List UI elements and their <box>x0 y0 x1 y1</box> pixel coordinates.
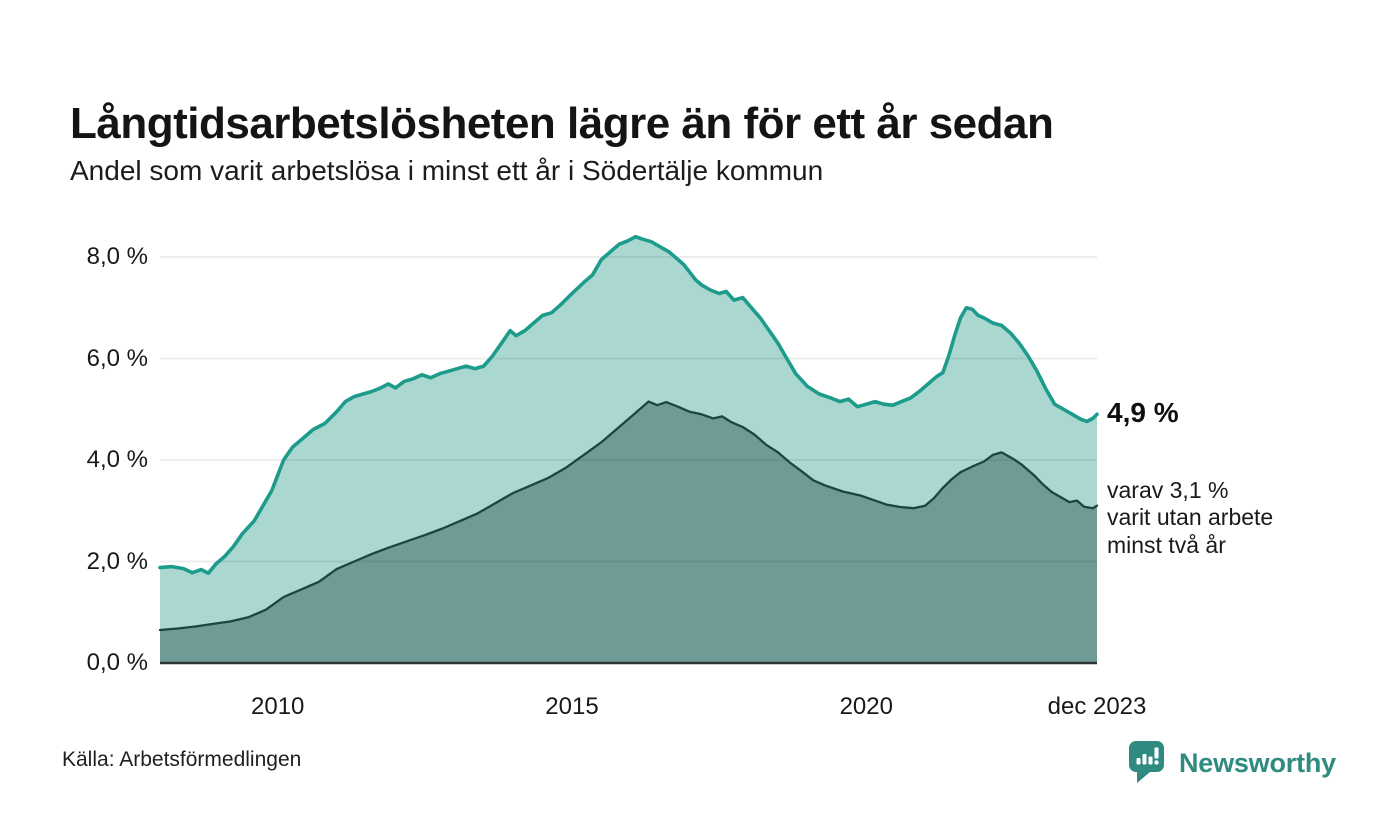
newsworthy-logo: Newsworthy <box>1128 740 1336 786</box>
annotation-line-3: minst två år <box>1107 531 1226 558</box>
annotation-line-2: varit utan arbete <box>1107 504 1274 531</box>
y-axis-tick-label: 8,0 % <box>86 243 148 270</box>
series-end-value-label: 4,9 % <box>1107 397 1179 429</box>
y-axis-tick-label: 2,0 % <box>86 547 148 575</box>
page-title: Långtidsarbetslösheten lägre än för ett … <box>70 99 1054 149</box>
newsworthy-chart-bubble-icon <box>1128 741 1164 783</box>
x-axis-tick-label: 2010 <box>251 693 305 720</box>
x-axis-tick-label: 2015 <box>545 693 599 720</box>
area-fill-minst-tva-ar <box>160 401 1097 663</box>
x-axis-tick-label: dec 2023 <box>1047 693 1147 720</box>
source-attribution: Källa: Arbetsförmedlingen <box>62 748 302 771</box>
y-axis-tick-label: 4,0 % <box>86 446 148 473</box>
y-axis-tick-label: 6,0 % <box>86 344 148 372</box>
series-line-minst-tva-ar <box>158 400 1099 632</box>
brand-name: Newsworthy <box>1178 747 1336 778</box>
y-axis-tick-label: 0,0 % <box>86 649 148 676</box>
page-subtitle: Andel som varit arbetslösa i minst ett å… <box>70 155 824 186</box>
series-detail-annotation: varav 3,1 % varit utan arbete minst två … <box>1107 477 1273 560</box>
annotation-line-1: varav 3,1 % <box>1107 476 1229 503</box>
series-line-minst-ett-ar <box>158 234 1099 575</box>
x-axis-tick-label: 2020 <box>839 693 893 720</box>
